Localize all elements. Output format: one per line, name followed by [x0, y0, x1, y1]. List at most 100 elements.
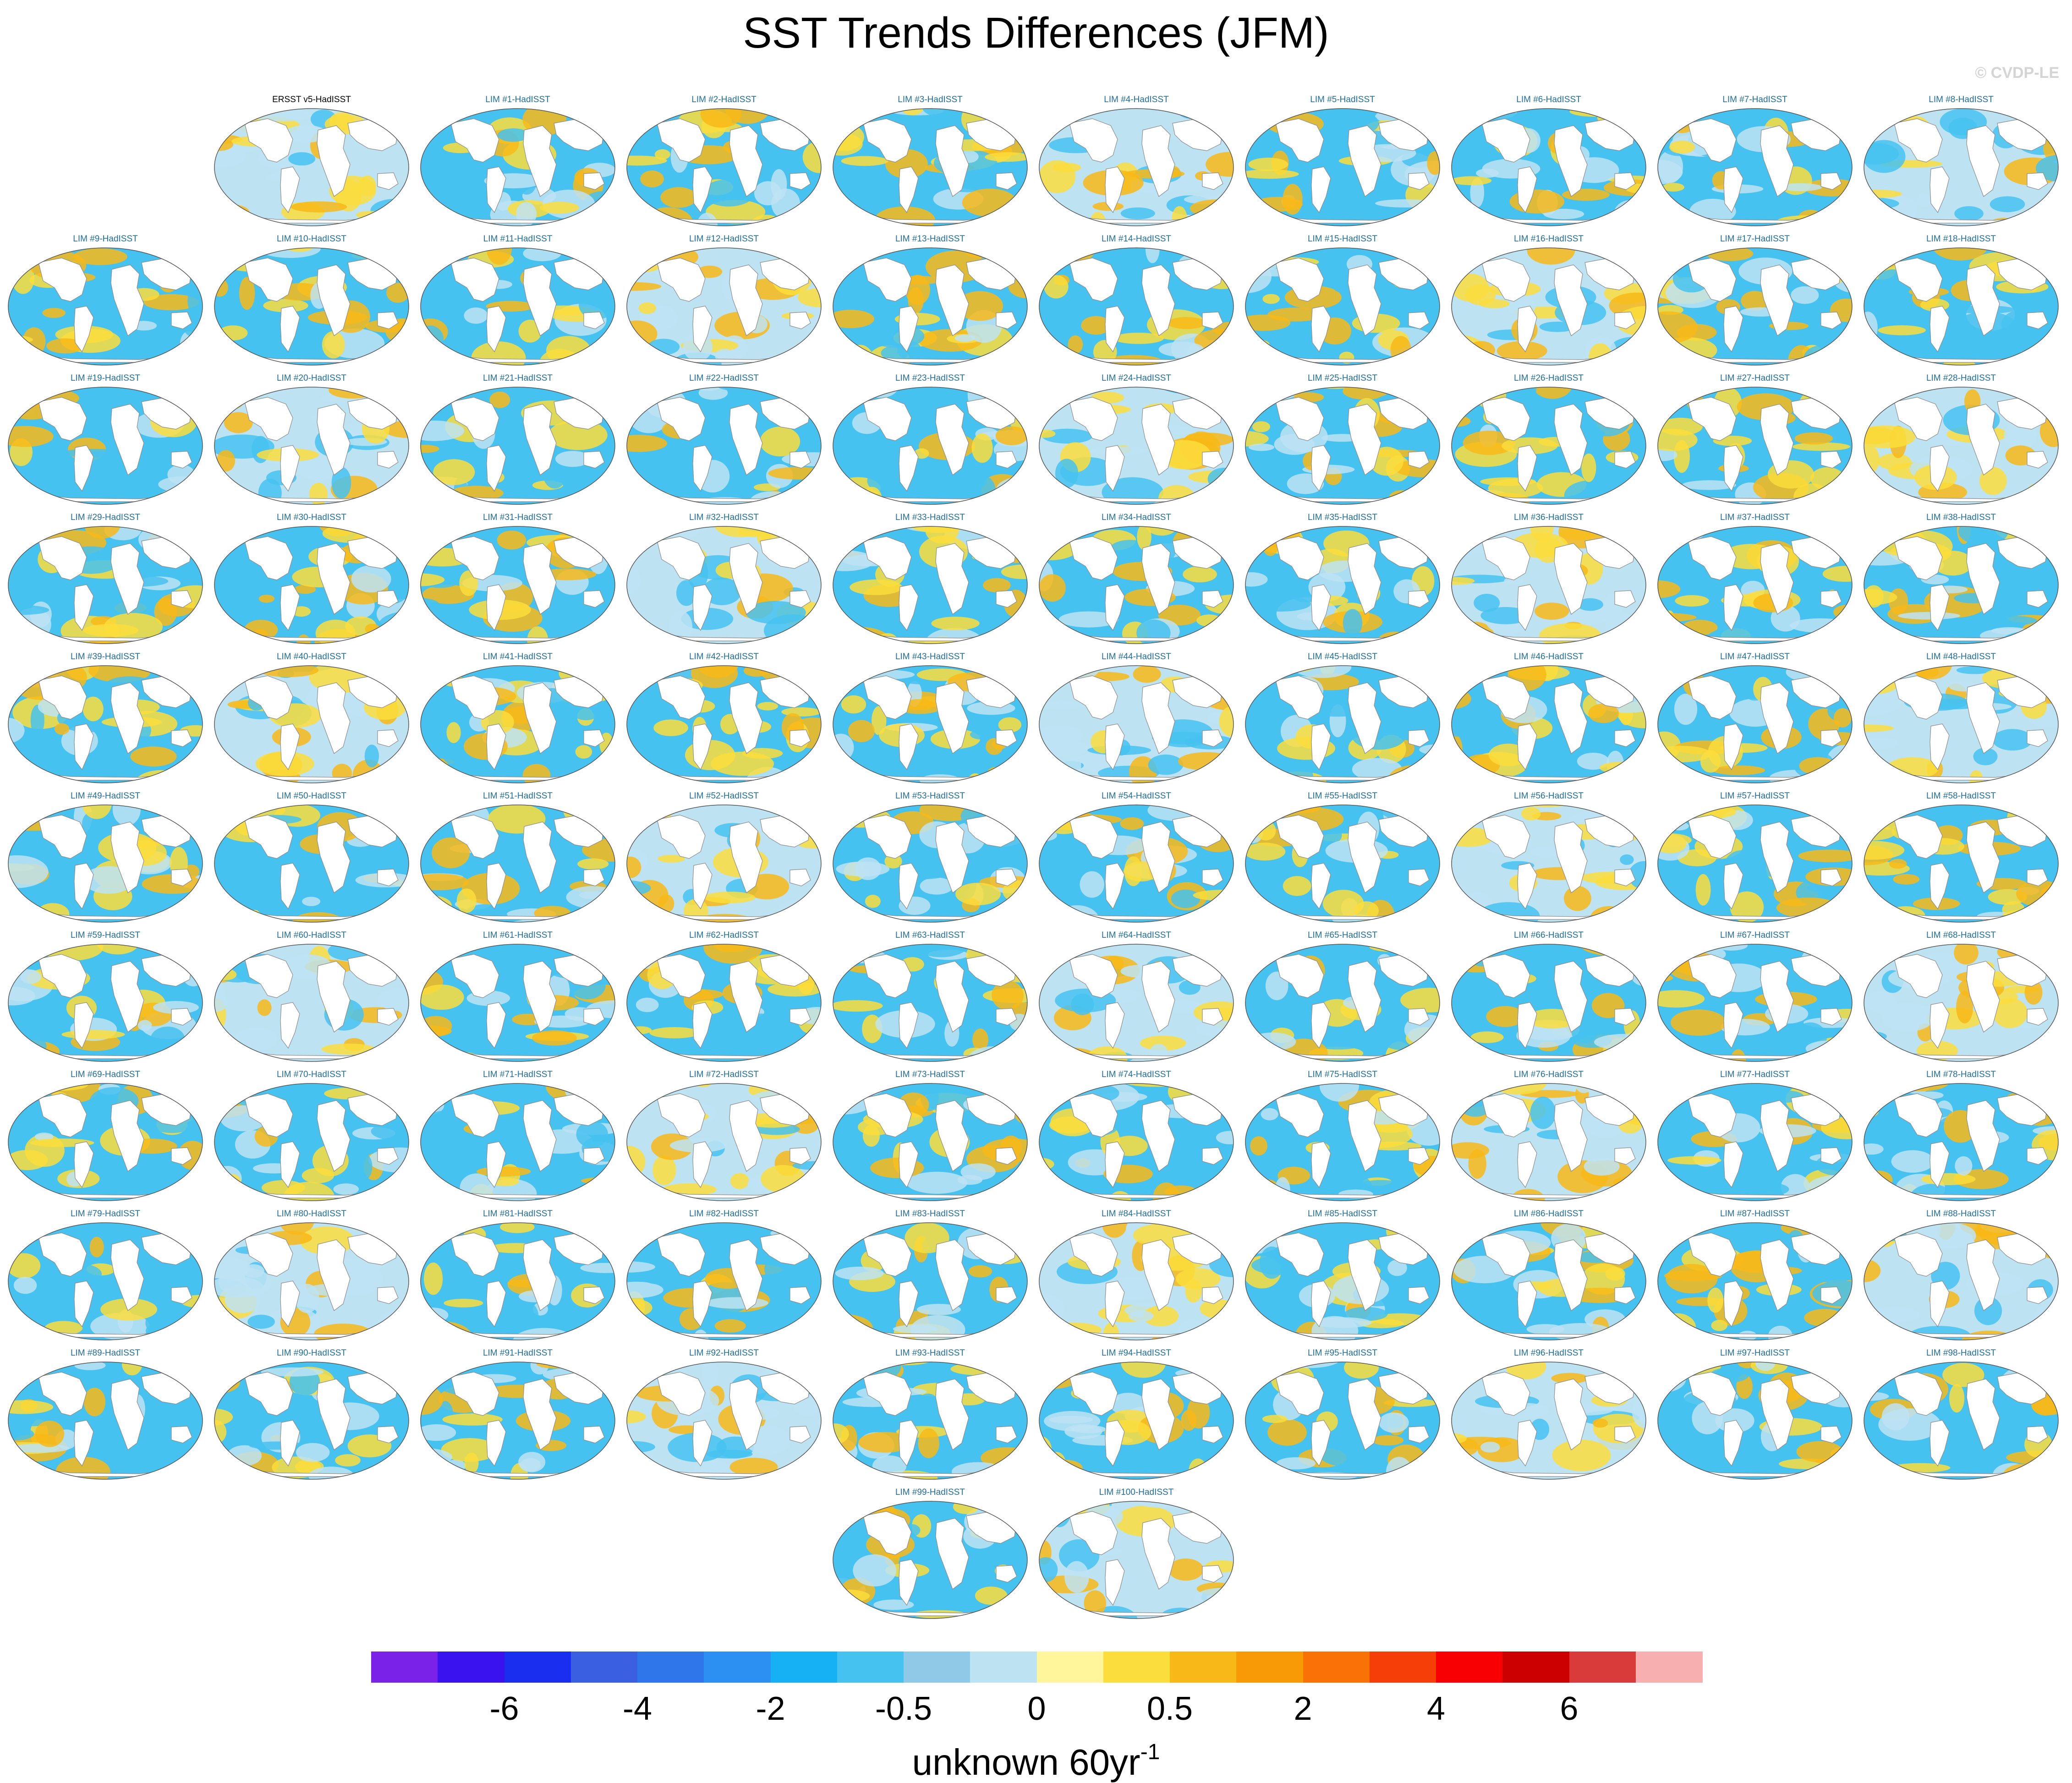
sst-anomaly-blob — [1521, 807, 1541, 820]
panel-title: LIM #96-HadISST — [1513, 1348, 1584, 1358]
map-panel: LIM #58-HadISST — [1862, 790, 2060, 924]
panel-title: LIM #7-HadISST — [1722, 95, 1787, 104]
world-map — [1039, 804, 1234, 923]
sst-anomaly-blob — [63, 476, 123, 486]
sst-anomaly-blob — [1283, 184, 1303, 215]
colorbar-swatch — [704, 1652, 771, 1683]
sst-anomaly-blob — [1864, 445, 1880, 474]
sst-anomaly-blob — [532, 1030, 577, 1046]
sst-anomaly-blob — [1618, 484, 1646, 504]
sst-anomaly-blob — [1463, 431, 1516, 455]
sst-anomaly-blob — [1829, 387, 1852, 401]
land-mass — [996, 590, 1017, 608]
sst-anomaly-blob — [1864, 295, 1885, 309]
land-mass — [523, 1239, 557, 1311]
land-mass — [1688, 675, 1737, 720]
panel-title: LIM #37-HadISST — [1720, 513, 1790, 522]
sst-anomaly-blob — [8, 987, 35, 1006]
world-map — [833, 1083, 1028, 1201]
sst-anomaly-blob — [214, 392, 245, 408]
sst-anomaly-blob — [1143, 1305, 1179, 1327]
land-mass — [1688, 954, 1737, 998]
world-map — [420, 665, 615, 783]
sst-anomaly-blob — [424, 1262, 443, 1295]
sst-anomaly-blob — [798, 387, 821, 406]
land-mass — [935, 682, 969, 754]
world-map — [1864, 526, 2059, 644]
land-mass — [789, 1286, 811, 1304]
sst-anomaly-blob — [1954, 944, 1979, 965]
panel-title: LIM #26-HadISST — [1513, 373, 1584, 383]
map-border — [833, 665, 1028, 783]
sst-anomaly-blob — [955, 882, 1001, 906]
land-mass — [1069, 1232, 1118, 1277]
sst-anomaly-blob — [1136, 619, 1171, 644]
land-mass — [1554, 1378, 1588, 1450]
land-mass — [377, 451, 399, 469]
sst-anomaly-blob — [261, 1367, 324, 1377]
land-mass — [1202, 1565, 1223, 1583]
map-border — [8, 1083, 203, 1201]
panel-title: LIM #36-HadISST — [1513, 513, 1584, 522]
land-mass — [110, 1239, 144, 1311]
panel-title: LIM #56-HadISST — [1513, 791, 1584, 801]
colorbar-swatch — [770, 1652, 838, 1683]
land-mass — [317, 821, 351, 893]
land-mass — [583, 1147, 605, 1165]
sst-anomaly-blob — [1262, 1415, 1288, 1423]
sst-anomaly-blob — [1203, 1224, 1227, 1240]
land-mass — [74, 584, 94, 631]
land-mass — [935, 1100, 969, 1172]
world-map — [1245, 387, 1440, 505]
sst-anomaly-blob — [575, 805, 615, 818]
colorbar-swatch — [1635, 1652, 1703, 1683]
land-mass — [1554, 264, 1588, 336]
world-map — [833, 387, 1028, 505]
map-border — [420, 108, 615, 226]
sst-anomaly-blob — [706, 1449, 753, 1459]
land-mass — [1894, 118, 1943, 163]
map-border — [214, 944, 409, 1062]
sst-anomaly-blob — [1992, 729, 2033, 751]
sst-anomaly-blob — [177, 1402, 203, 1413]
land-mass — [729, 125, 763, 197]
sst-anomaly-blob — [1790, 618, 1851, 633]
map-panel: LIM #34-HadISST — [1037, 512, 1235, 645]
land-mass — [280, 445, 300, 492]
sst-anomaly-blob — [214, 917, 269, 922]
land-mass — [863, 675, 912, 720]
sst-anomaly-blob — [223, 1174, 241, 1192]
world-map — [833, 944, 1028, 1062]
land-mass — [523, 682, 557, 754]
map-panel: LIM #90-HadISST — [213, 1347, 411, 1481]
land-mass — [1348, 961, 1381, 1033]
sst-anomaly-blob — [1008, 1223, 1027, 1253]
sst-anomaly-blob — [441, 1438, 498, 1462]
sst-anomaly-blob — [833, 944, 858, 952]
sst-anomaly-blob — [34, 1132, 54, 1141]
sst-anomaly-blob — [835, 1266, 884, 1280]
panel-title: LIM #11-HadISST — [483, 234, 553, 244]
sst-anomaly-blob — [1120, 207, 1155, 219]
land-mass — [523, 543, 557, 615]
land-mass — [1275, 1232, 1324, 1277]
land-mass — [657, 675, 706, 720]
colorbar-swatch — [1369, 1652, 1436, 1683]
sst-anomaly-blob — [865, 895, 881, 908]
sst-anomaly-blob — [806, 343, 821, 365]
sst-anomaly-blob — [807, 666, 821, 687]
land-mass — [1481, 954, 1530, 998]
sst-anomaly-blob — [862, 1125, 880, 1147]
sst-anomaly-blob — [1250, 893, 1275, 908]
sst-anomaly-blob — [873, 1599, 914, 1610]
sst-anomaly-blob — [518, 319, 542, 343]
land-mass — [1275, 536, 1324, 580]
sst-anomaly-blob — [548, 420, 608, 450]
sst-anomaly-blob — [1864, 724, 1894, 732]
world-map — [1451, 944, 1646, 1062]
sst-anomaly-blob — [421, 944, 436, 971]
map-panel: LIM #97-HadISST — [1656, 1347, 1854, 1481]
map-panel: LIM #28-HadISST — [1862, 372, 2060, 506]
sst-anomaly-blob — [575, 745, 592, 759]
world-map — [1864, 665, 2059, 783]
